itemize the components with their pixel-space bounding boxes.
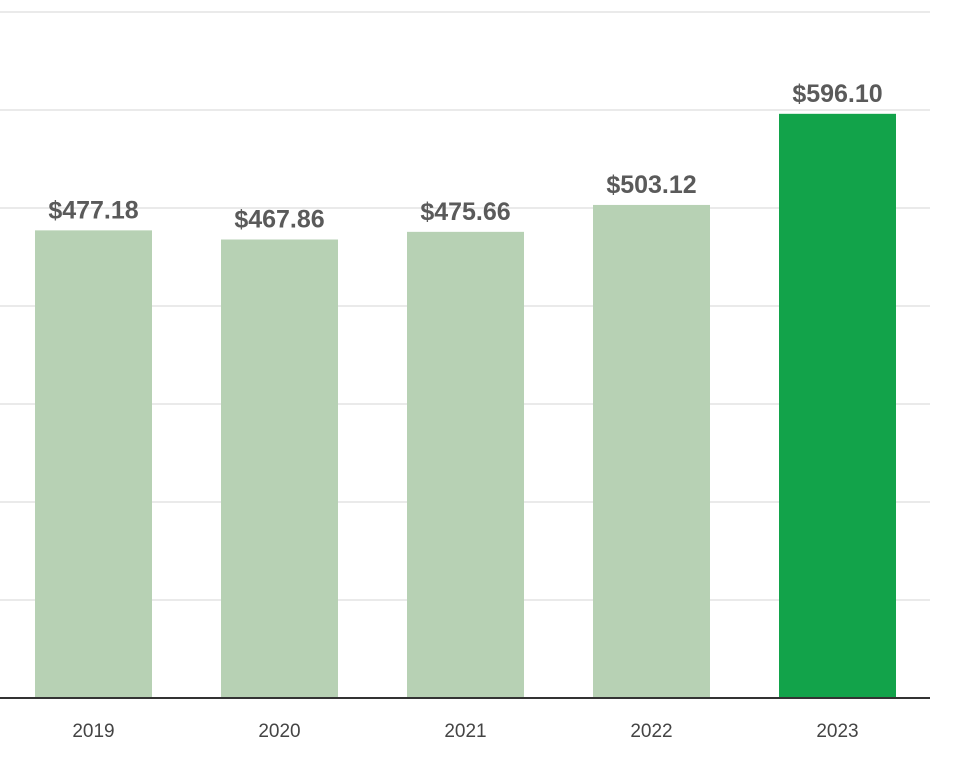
value-labels: $477.18 $467.86 $475.66 $503.12 $596.10 [48,80,882,234]
bar-2022 [593,204,710,699]
x-tick-label-2019: 2019 [72,721,114,742]
x-tick-label-2023: 2023 [816,721,858,742]
bar-2020 [221,239,338,698]
bars [35,113,896,699]
x-tick-label-2021: 2021 [444,721,486,742]
value-label-2019: $477.18 [48,196,138,224]
x-axis-tick-labels: 2019 2020 2021 2022 2023 [72,721,858,742]
value-label-2020: $467.86 [234,205,324,233]
bar-2021 [407,231,524,698]
bar-2019 [35,230,152,699]
value-label-2023: $596.10 [792,80,882,108]
value-label-2022: $503.12 [606,171,696,199]
bar-2023 [779,113,896,698]
value-label-2021: $475.66 [420,198,510,226]
x-tick-label-2022: 2022 [630,721,672,742]
x-tick-label-2020: 2020 [258,721,300,742]
